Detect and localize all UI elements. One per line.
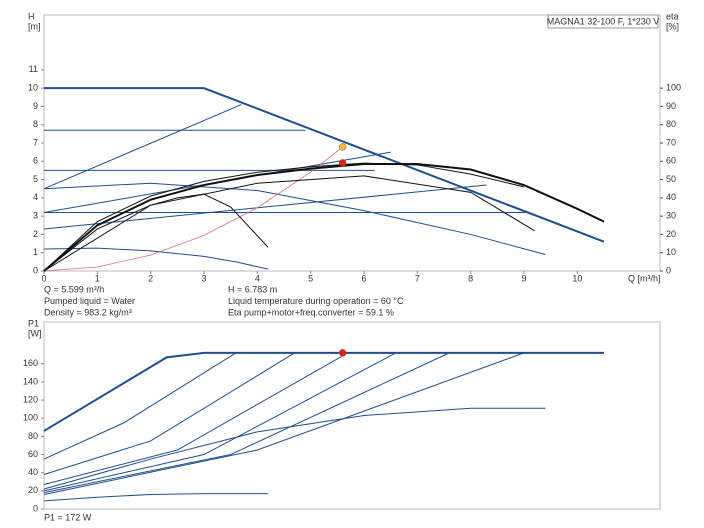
y-tick-label: 100 — [23, 413, 38, 423]
y2-tick-label: 30 — [666, 211, 676, 221]
curve — [43, 352, 397, 492]
info-text: Eta pump+motor+freq.converter = 59.1 % — [228, 307, 394, 317]
y2-tick-label: 70 — [666, 137, 676, 147]
y-tick-label: 2 — [33, 229, 38, 239]
info-text: Pumped liquid = Water — [44, 296, 135, 306]
y-tick-label: 0 — [33, 503, 38, 513]
y2-tick-label: 80 — [666, 119, 676, 129]
y-tick-label: 3 — [33, 211, 38, 221]
chart-title: MAGNA1 32-100 F, 1*230 V — [547, 16, 660, 26]
x-axis-label: Q [m³/h] — [628, 273, 661, 283]
y2-tick-label: 10 — [666, 247, 676, 257]
y-axis-label: [W] — [28, 328, 42, 338]
y-tick-label: 11 — [29, 64, 38, 74]
x-tick-label: 6 — [361, 273, 366, 283]
y-tick-label: 80 — [28, 431, 38, 441]
curve — [43, 493, 268, 502]
y-tick-label: 120 — [23, 394, 38, 404]
x-tick-label: 7 — [415, 273, 420, 283]
curve — [43, 351, 604, 432]
y-axis-label: H — [28, 11, 35, 21]
y-tick-label: 5 — [33, 174, 38, 184]
y-tick-label: 1 — [33, 247, 38, 257]
info-text: Density = 983.2 kg/m³ — [44, 307, 132, 317]
curve — [43, 146, 343, 272]
curve — [43, 104, 242, 190]
y-tick-label: 140 — [23, 376, 38, 386]
curve — [43, 162, 525, 272]
curve — [43, 163, 605, 272]
x-tick-label: 8 — [468, 273, 473, 283]
curve — [43, 193, 269, 272]
y-tick-label: 6 — [33, 156, 38, 166]
y-tick-label: 20 — [28, 485, 38, 495]
y-tick-label: 4 — [33, 192, 38, 202]
curve — [44, 87, 605, 243]
y2-axis-label: [%] — [666, 21, 679, 31]
curve — [43, 407, 546, 490]
x-tick-label: 9 — [521, 273, 526, 283]
curve — [43, 352, 237, 460]
curve — [43, 352, 349, 485]
x-tick-label: 1 — [95, 273, 100, 283]
title-box — [547, 14, 659, 29]
info-text: H = 6.783 m — [228, 284, 277, 294]
y2-tick-label: 0 — [666, 265, 671, 275]
curve — [43, 352, 295, 475]
y2-tick-label: 20 — [666, 229, 676, 239]
y-tick-label: 160 — [23, 358, 38, 368]
x-tick-label: 10 — [572, 273, 582, 283]
info-text: Liquid temperature during operation = 60… — [228, 296, 404, 306]
curve — [43, 184, 487, 230]
info-text: Q = 5.599 m³/h — [44, 284, 104, 294]
y2-tick-label: 50 — [666, 174, 676, 184]
x-tick-label: 2 — [148, 273, 153, 283]
duty-point — [338, 159, 347, 167]
y-tick-label: 7 — [33, 137, 38, 147]
y-tick-label: 9 — [33, 101, 38, 111]
y2-tick-label: 60 — [666, 156, 676, 166]
y2-tick-label: 40 — [666, 192, 676, 202]
y2-axis-label: eta — [666, 11, 679, 21]
plot-area — [43, 321, 661, 510]
y2-tick-label: 100 — [666, 83, 681, 93]
curve — [43, 352, 450, 494]
y-tick-label: 60 — [28, 449, 38, 459]
y-tick-label: 10 — [28, 83, 38, 93]
x-tick-label: 3 — [201, 273, 206, 283]
x-tick-label: 0 — [41, 273, 46, 283]
duty-point — [338, 143, 347, 151]
curve — [43, 175, 535, 272]
curve — [43, 352, 525, 495]
curve — [43, 247, 269, 270]
y-tick-label: 0 — [33, 265, 38, 275]
x-tick-label: 4 — [255, 273, 260, 283]
y-tick-label: 8 — [33, 119, 38, 129]
plot-area — [43, 14, 661, 272]
info-text: P1 = 172 W — [44, 512, 92, 522]
duty-point — [338, 349, 347, 357]
y-tick-label: 40 — [28, 467, 38, 477]
curve — [43, 182, 546, 256]
y2-tick-label: 90 — [666, 101, 676, 111]
y-axis-label: [m] — [28, 21, 41, 31]
x-tick-label: 5 — [308, 273, 313, 283]
y-axis-label: P1 — [28, 318, 39, 328]
